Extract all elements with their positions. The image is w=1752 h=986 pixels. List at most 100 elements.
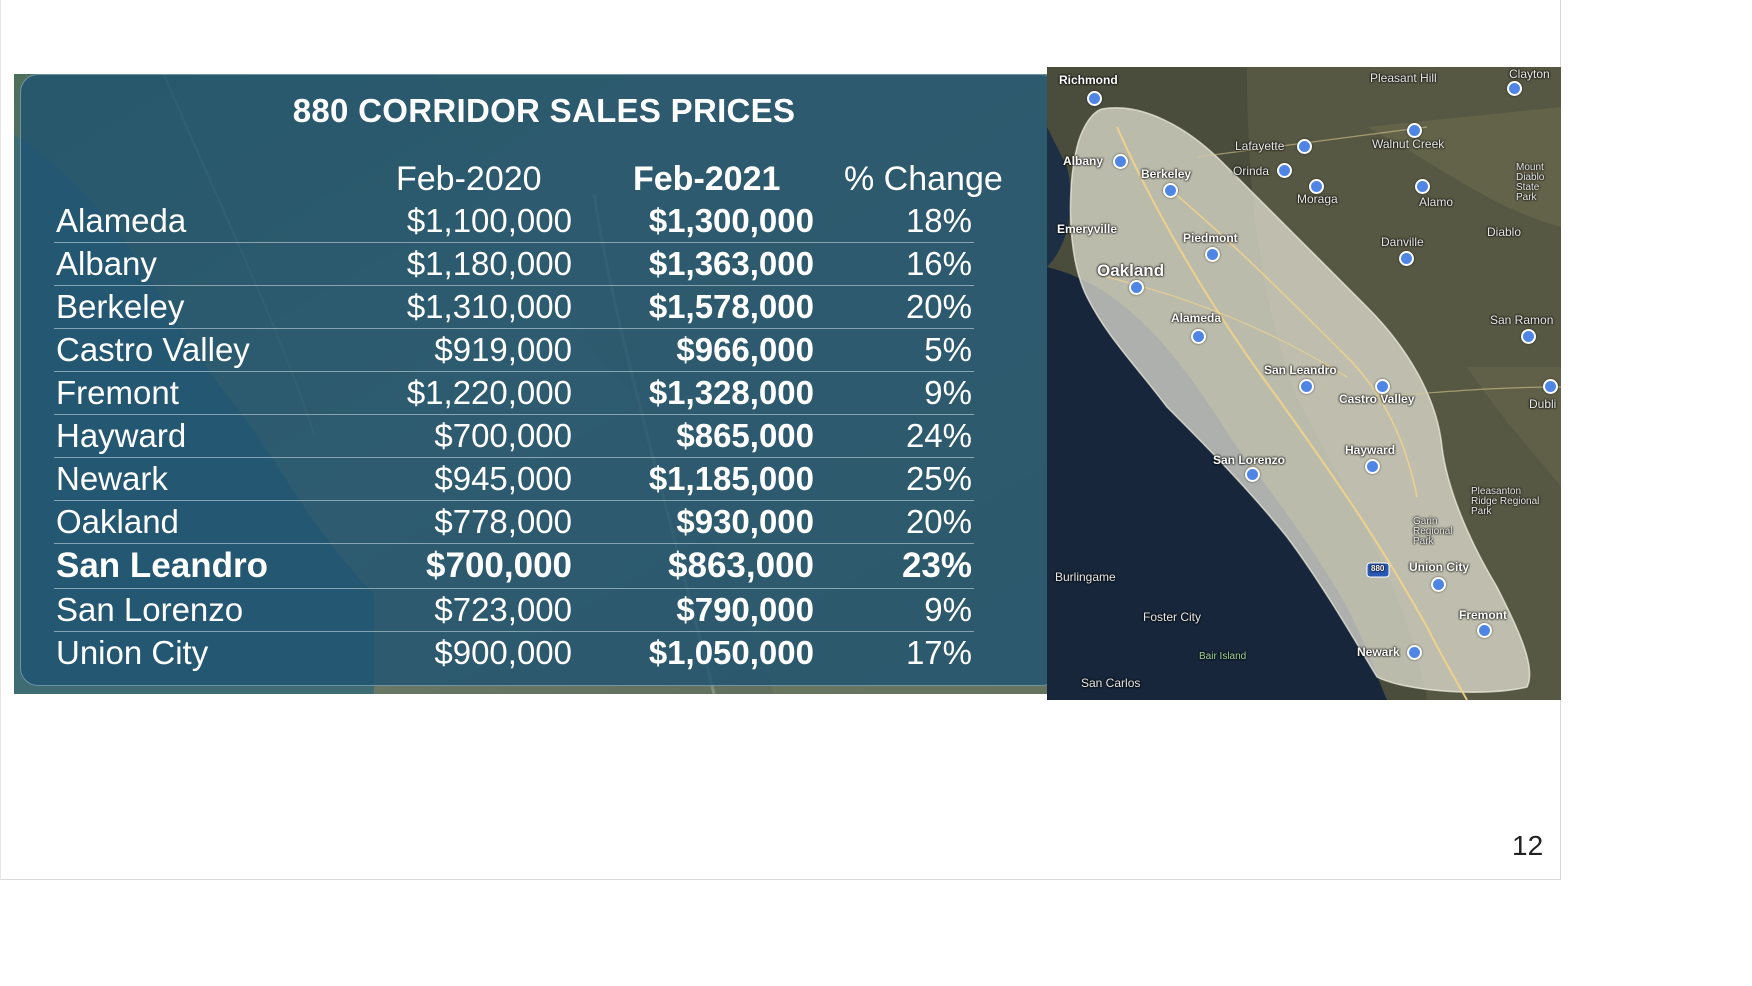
feb-2021-price-cell: $1,578,000	[648, 288, 814, 325]
map-label-oakland: Oakland	[1097, 261, 1165, 280]
city-cell: Albany	[56, 245, 157, 282]
map-label-diablo: Diablo	[1487, 225, 1522, 239]
table-row: Castro Valley $919,000 $966,000 5%	[54, 329, 974, 372]
map-label-orinda: Orinda	[1233, 164, 1270, 178]
location-pin-icon	[1129, 280, 1144, 295]
feb-2020-price-cell: $778,000	[434, 503, 572, 540]
map-label-san-ramon: San Ramon	[1490, 313, 1554, 327]
map-label-pleasanton-ridge: Pleasanton Ridge Regional Park	[1471, 486, 1540, 517]
header-feb-2021: Feb-2021	[633, 160, 781, 198]
percent-change-cell: 16%	[905, 245, 972, 282]
percent-change-cell: 18%	[905, 202, 972, 239]
percent-change-cell: 25%	[905, 460, 972, 497]
map-label-bair-island: Bair Island	[1199, 651, 1247, 662]
slide-title: 880 CORRIDOR SALES PRICES	[292, 92, 796, 129]
map-label-danville: Danville	[1381, 235, 1424, 249]
feb-2021-price-cell: $865,000	[676, 417, 814, 454]
location-pin-icon	[1205, 247, 1220, 262]
location-pin-icon	[1087, 91, 1102, 106]
location-pin-icon	[1297, 139, 1312, 154]
city-cell: Newark	[56, 460, 168, 497]
table-row: Union City $900,000 $1,050,000 17%	[54, 632, 974, 674]
map-label-clayton: Clayton	[1509, 67, 1550, 81]
percent-change-cell: 5%	[924, 331, 972, 368]
city-cell: Alameda	[56, 202, 187, 239]
city-cell: Union City	[56, 634, 209, 671]
feb-2021-price-cell: $1,300,000	[648, 202, 814, 239]
location-pin-icon	[1477, 623, 1492, 638]
feb-2021-price-cell: $790,000	[676, 591, 814, 628]
map-label-hayward: Hayward	[1345, 443, 1396, 457]
map-label-san-lorenzo: San Lorenzo	[1213, 453, 1286, 467]
page-number: 12	[1512, 830, 1544, 861]
corridor-map-graphic	[1047, 67, 1561, 700]
city-cell: San Lorenzo	[56, 591, 244, 628]
table-row: Newark $945,000 $1,185,000 25%	[54, 458, 974, 501]
percent-change-cell: 24%	[905, 417, 972, 454]
percent-change-cell: 23%	[901, 546, 972, 585]
table-row: Berkeley $1,310,000 $1,578,000 20%	[54, 286, 974, 329]
feb-2021-price-cell: $966,000	[676, 331, 814, 368]
map-label-880-shield: 880	[1371, 564, 1385, 573]
location-pin-icon	[1191, 329, 1206, 344]
feb-2020-price-cell: $1,100,000	[406, 202, 572, 239]
corridor-map: Richmond Pleasant Hill Clayton Walnut Cr…	[1047, 67, 1561, 700]
feb-2020-price-cell: $1,180,000	[406, 245, 572, 282]
map-label-union-city: Union City	[1409, 560, 1469, 574]
table-row-highlighted: San Leandro $700,000 $863,000 23%	[54, 544, 974, 589]
map-label-lafayette: Lafayette	[1235, 139, 1285, 153]
percent-change-cell: 20%	[905, 288, 972, 325]
map-label-foster-city: Foster City	[1143, 610, 1202, 624]
feb-2021-price-cell: $1,185,000	[648, 460, 814, 497]
feb-2021-price-cell: $863,000	[668, 546, 814, 585]
city-cell: San Leandro	[56, 546, 268, 585]
feb-2020-price-cell: $1,220,000	[406, 374, 572, 411]
map-label-garin: Garin Regional Park	[1413, 516, 1453, 547]
feb-2020-price-cell: $700,000	[434, 417, 572, 454]
table-row: Fremont $1,220,000 $1,328,000 9%	[54, 372, 974, 415]
map-label-dublin: Dubli	[1529, 397, 1557, 411]
location-pin-icon	[1113, 154, 1128, 169]
feb-2020-price-cell: $945,000	[434, 460, 572, 497]
city-cell: Fremont	[56, 374, 179, 411]
header-percent-change: % Change	[844, 160, 1003, 198]
feb-2020-price-cell: $700,000	[426, 546, 572, 585]
city-cell: Hayward	[56, 417, 187, 454]
location-pin-icon	[1507, 81, 1522, 96]
location-pin-icon	[1245, 467, 1260, 482]
feb-2020-price-cell: $723,000	[434, 591, 572, 628]
feb-2021-price-cell: $1,363,000	[648, 245, 814, 282]
location-pin-icon	[1521, 329, 1536, 344]
percent-change-cell: 17%	[905, 634, 972, 671]
map-label-albany: Albany	[1063, 154, 1104, 168]
map-label-piedmont: Piedmont	[1183, 231, 1238, 245]
location-pin-icon	[1163, 183, 1178, 198]
city-cell: Oakland	[56, 503, 179, 540]
map-label-alamo: Alamo	[1419, 195, 1454, 209]
location-pin-icon	[1277, 163, 1292, 178]
table-row: Albany $1,180,000 $1,363,000 16%	[54, 243, 974, 286]
map-label-mount-diablo: Mount Diablo State Park	[1516, 162, 1545, 203]
map-label-fremont: Fremont	[1459, 608, 1507, 622]
feb-2020-price-cell: $900,000	[434, 634, 572, 671]
location-pin-icon	[1299, 379, 1314, 394]
location-pin-icon	[1365, 459, 1380, 474]
map-label-burlingame: Burlingame	[1055, 570, 1116, 584]
location-pin-icon	[1407, 645, 1422, 660]
city-cell: Castro Valley	[56, 331, 250, 368]
map-label-berkeley: Berkeley	[1141, 167, 1192, 181]
map-label-alameda: Alameda	[1171, 311, 1222, 325]
table-panel	[20, 74, 1060, 686]
map-label-san-leandro: San Leandro	[1264, 363, 1337, 377]
table-row: Alameda $1,100,000 $1,300,000 18%	[54, 200, 974, 243]
location-pin-icon	[1543, 379, 1558, 394]
location-pin-icon	[1375, 379, 1390, 394]
city-cell: Berkeley	[56, 288, 185, 325]
percent-change-cell: 20%	[905, 503, 972, 540]
location-pin-icon	[1399, 251, 1414, 266]
feb-2021-price-cell: $930,000	[676, 503, 814, 540]
table-row: San Lorenzo $723,000 $790,000 9%	[54, 589, 974, 632]
percent-change-cell: 9%	[924, 591, 972, 628]
feb-2020-price-cell: $919,000	[434, 331, 572, 368]
